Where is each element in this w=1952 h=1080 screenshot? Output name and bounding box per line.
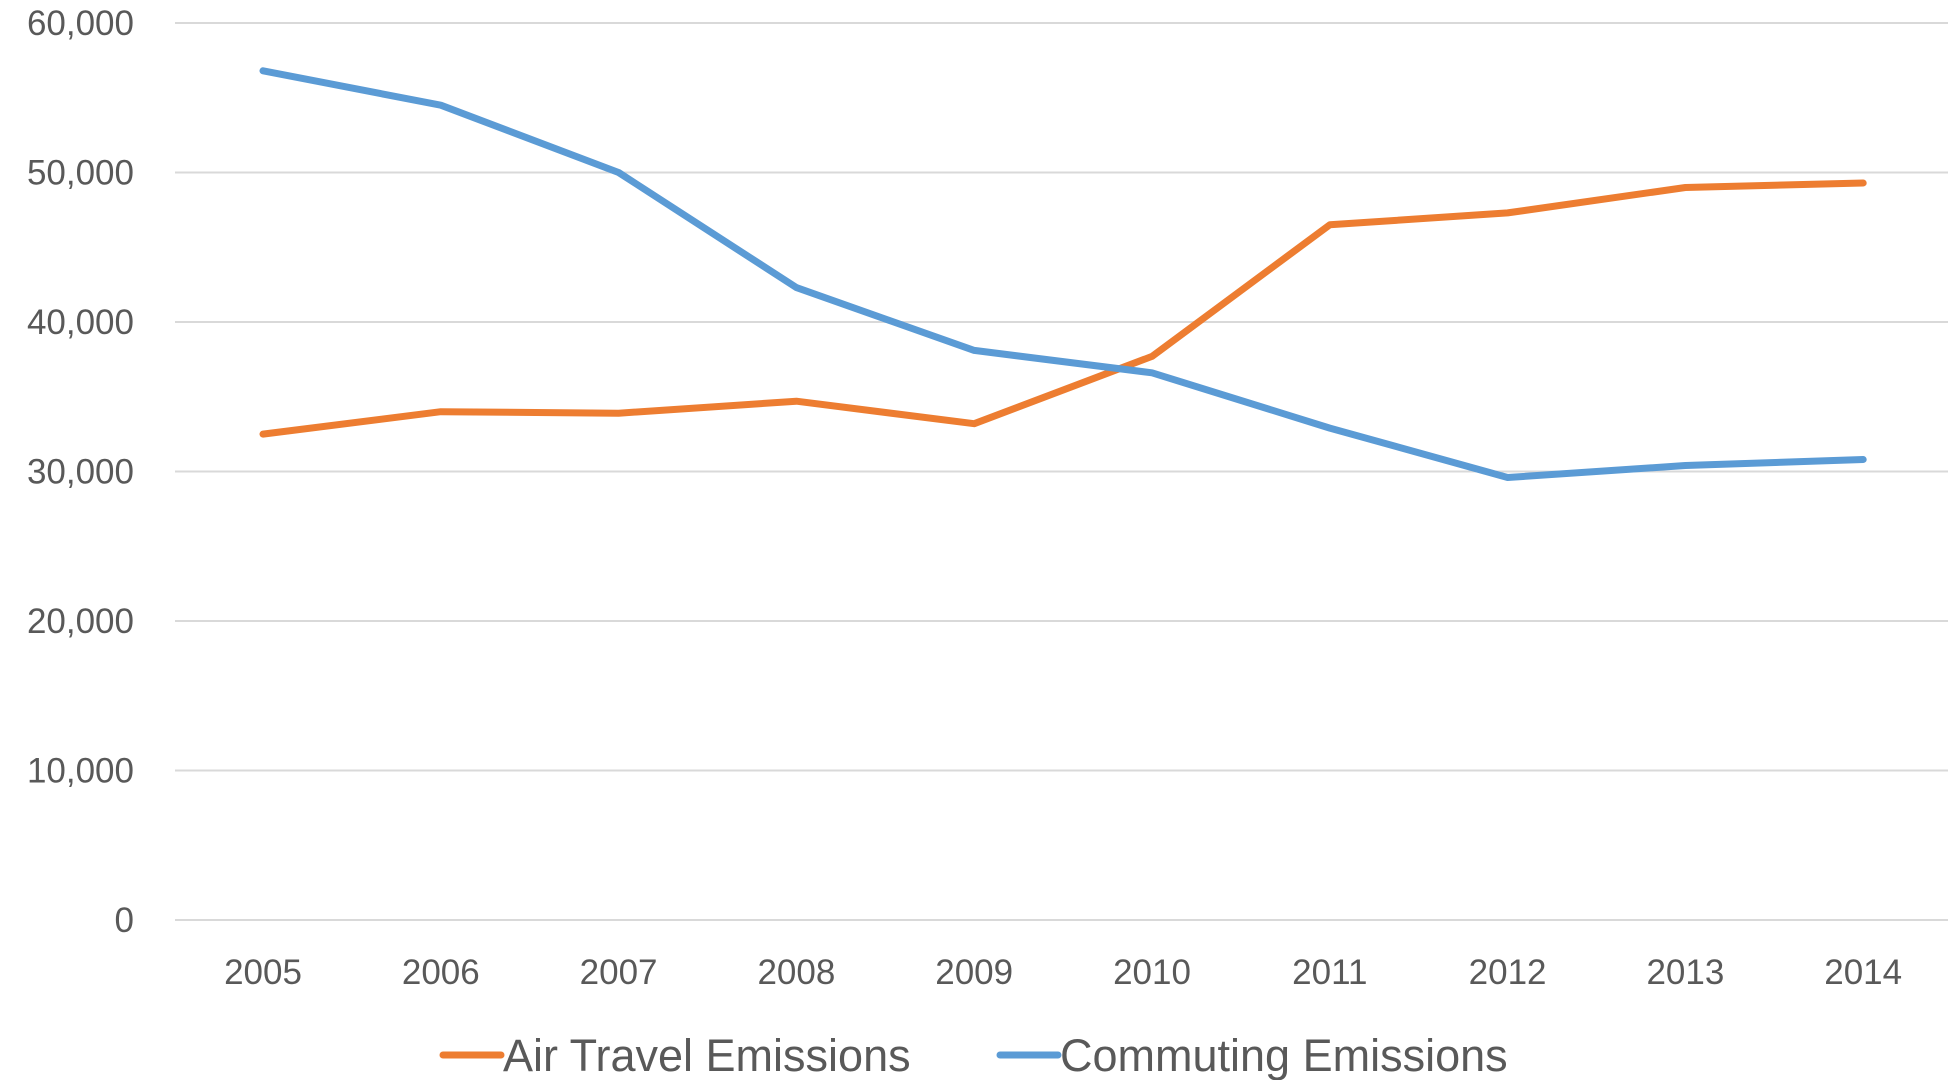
x-tick-label: 2013 [1646, 953, 1724, 992]
y-tick-label: 40,000 [27, 303, 134, 342]
x-tick-label: 2007 [580, 953, 658, 992]
y-axis: 0 10,000 20,000 30,000 40,000 50,000 60,000 [27, 4, 134, 940]
x-axis: 2005 2006 2007 2008 2009 2010 2011 2012 2013 2014 [224, 953, 1902, 992]
y-tick-label: 0 [115, 901, 134, 940]
y-tick-label: 20,000 [27, 602, 134, 641]
x-tick-label: 2008 [757, 953, 835, 992]
series-lines [259, 67, 1867, 481]
x-tick-label: 2009 [935, 953, 1013, 992]
x-tick-label: 2011 [1292, 953, 1367, 992]
y-tick-label: 30,000 [27, 453, 134, 492]
x-tick-label: 2005 [224, 953, 302, 992]
series-line-0 [259, 179, 1867, 438]
y-tick-label: 60,000 [27, 4, 134, 43]
x-tick-label: 2010 [1113, 953, 1191, 992]
gridlines [175, 22, 1948, 921]
y-tick-label: 50,000 [27, 154, 134, 193]
series-line-1 [259, 67, 1867, 481]
legend: Air Travel Emissions Commuting Emissions [439, 1030, 1508, 1080]
legend-label: Air Travel Emissions [503, 1030, 911, 1080]
x-tick-label: 2014 [1824, 953, 1902, 992]
legend-label: Commuting Emissions [1060, 1030, 1508, 1080]
x-tick-label: 2006 [402, 953, 480, 992]
x-tick-label: 2012 [1469, 953, 1547, 992]
y-tick-label: 10,000 [27, 752, 134, 791]
